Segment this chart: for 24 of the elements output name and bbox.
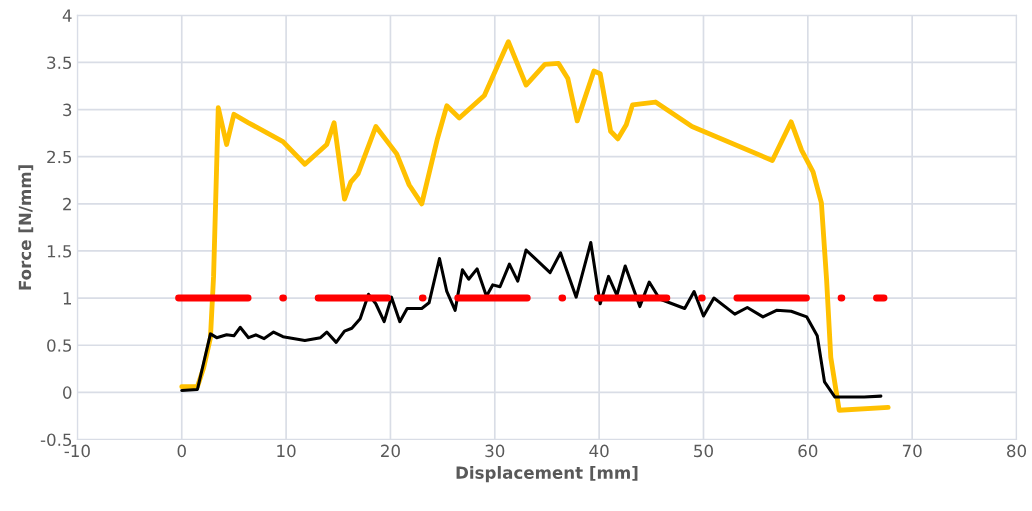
- x-tick-label: 40: [589, 444, 609, 458]
- y-tick-label: 2.5: [47, 150, 72, 164]
- x-tick-label: 60: [798, 444, 818, 458]
- y-tick-label: 1.5: [47, 245, 72, 258]
- line-series: [179, 39, 891, 413]
- x-tick-label: 70: [902, 444, 922, 458]
- line-series: [180, 240, 883, 399]
- y-tick-label: 4: [62, 9, 72, 22]
- y-tick-label: -0.5: [40, 433, 72, 447]
- y-tick-label: 3.5: [47, 56, 72, 70]
- y-axis-title: Force [N/mm]: [18, 165, 34, 290]
- x-tick-label: 20: [381, 444, 400, 458]
- x-tick-label: 0: [177, 444, 186, 458]
- y-tick-label: 3: [63, 103, 72, 117]
- y-tick-label: 0.5: [47, 339, 72, 352]
- x-tick-label: 10: [277, 444, 296, 458]
- x-tick-label: 30: [485, 444, 505, 458]
- x-tick-label: 80: [1007, 444, 1027, 458]
- y-tick-label: 2: [63, 197, 71, 211]
- x-axis-title: Displacement [mm]: [456, 466, 638, 483]
- y-tick-label: 1: [63, 292, 71, 305]
- x-tick-label: -10: [64, 444, 90, 458]
- x-tick-label: 50: [694, 444, 713, 458]
- y-tick-label: 0: [63, 386, 72, 399]
